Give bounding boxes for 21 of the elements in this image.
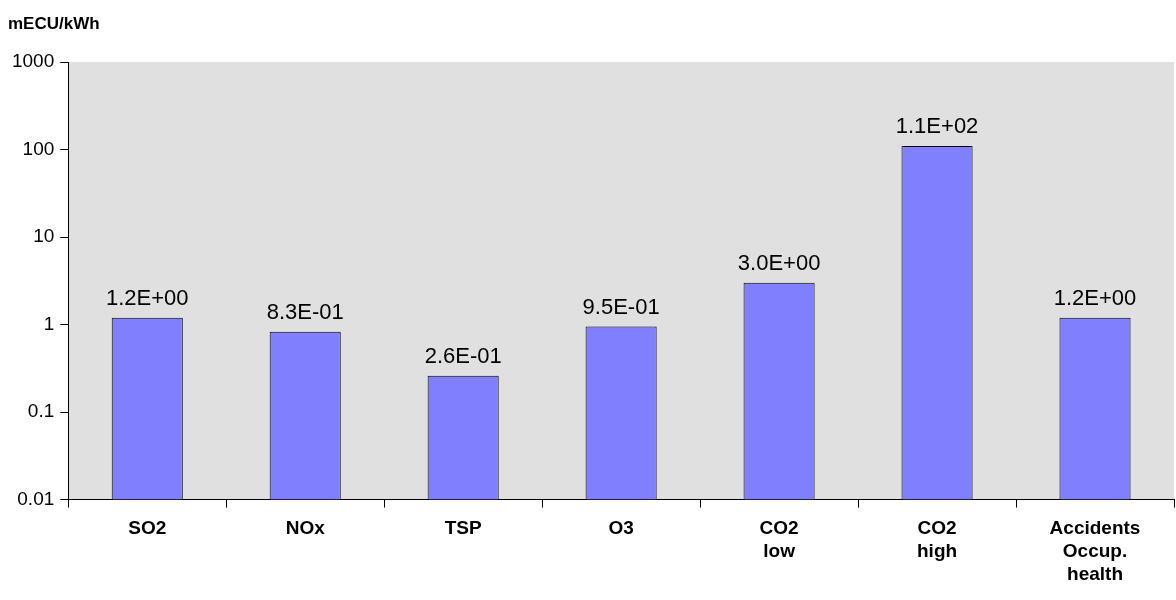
data-label: 3.0E+00	[737, 249, 821, 275]
x-tick-label: NOx	[285, 517, 326, 539]
x-tick-label: Accidents Occup. health	[1049, 517, 1141, 584]
y-tick-label: 100	[22, 137, 55, 159]
data-label: 1.1E+02	[895, 112, 979, 138]
data-label: 8.3E-01	[266, 298, 344, 324]
data-label: 2.6E-01	[424, 342, 502, 368]
y-tick-label: 1	[43, 312, 55, 334]
x-tick-label: CO2 high	[917, 517, 958, 562]
y-tick-label: 0.01	[17, 487, 55, 509]
y-tick-label: 10	[33, 225, 55, 247]
data-label: 1.2E+00	[105, 284, 189, 310]
data-label: 1.2E+00	[1053, 284, 1137, 310]
x-tick-label: O3	[608, 517, 634, 539]
data-label: 9.5E-01	[582, 293, 660, 319]
y-tick-label: 1000	[11, 50, 55, 72]
y-tick-label: 0.1	[27, 400, 55, 422]
x-tick-label: CO2 low	[759, 517, 799, 562]
x-tick-label: TSP	[444, 517, 482, 539]
x-tick-label: SO2	[128, 517, 167, 539]
y-axis-title: mECU/kWh	[8, 13, 100, 33]
